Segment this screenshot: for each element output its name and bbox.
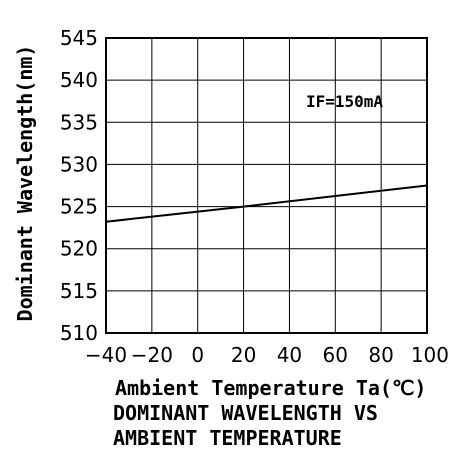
x-tick-labels: −40 −20 0 20 40 60 80 100 bbox=[85, 343, 449, 367]
series-line bbox=[105, 184, 428, 223]
x-tick-label: 40 bbox=[277, 343, 302, 367]
y-axis-label: Dominant Wavelength(nm) bbox=[13, 45, 37, 322]
y-tick-label: 545 bbox=[60, 26, 98, 50]
y-tick-labels: 510 515 520 525 530 535 540 545 bbox=[60, 26, 98, 345]
x-tick-label: 20 bbox=[231, 343, 256, 367]
series-layer bbox=[105, 184, 428, 223]
x-tick-label: 80 bbox=[368, 343, 393, 367]
y-tick-label: 530 bbox=[60, 152, 98, 176]
y-tick-label: 510 bbox=[60, 321, 98, 345]
y-tick-label: 515 bbox=[60, 279, 98, 303]
title-line-1: DOMINANT WAVELENGTH VS bbox=[113, 401, 378, 425]
y-tick-label: 540 bbox=[60, 68, 98, 92]
plot-frame bbox=[105, 37, 428, 334]
grid bbox=[105, 37, 428, 334]
x-tick-label: 100 bbox=[411, 343, 449, 367]
title-line-2: AMBIENT TEMPERATURE bbox=[113, 426, 342, 450]
y-tick-label: 525 bbox=[60, 195, 98, 219]
y-tick-label: 535 bbox=[60, 110, 98, 134]
x-tick-label: 0 bbox=[191, 343, 204, 367]
annotation-label: IF=150mA bbox=[306, 92, 383, 111]
x-axis-label: Ambient Temperature Ta(℃) bbox=[115, 376, 426, 400]
x-tick-label: −20 bbox=[131, 343, 173, 367]
x-tick-label: −40 bbox=[85, 343, 127, 367]
y-tick-label: 520 bbox=[60, 237, 98, 261]
x-tick-label: 60 bbox=[323, 343, 348, 367]
